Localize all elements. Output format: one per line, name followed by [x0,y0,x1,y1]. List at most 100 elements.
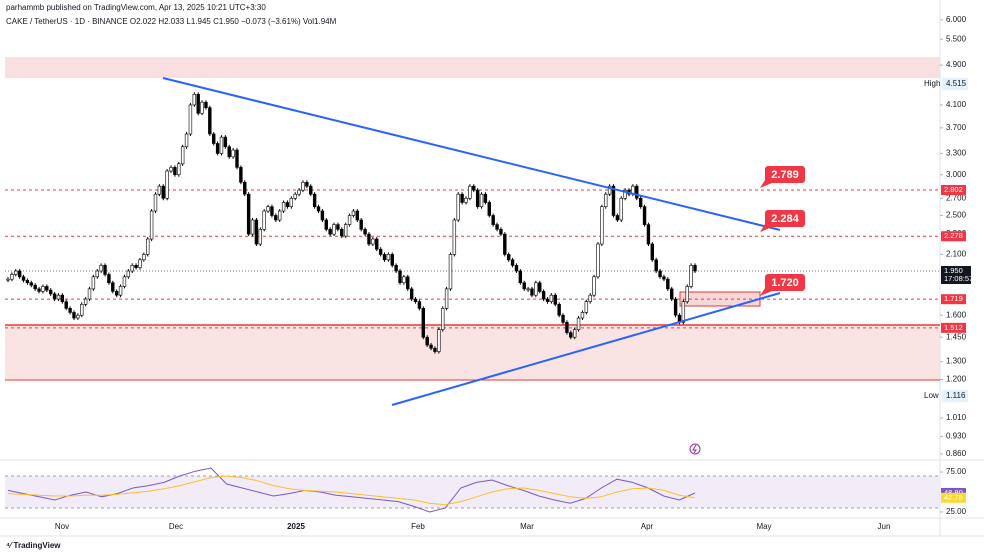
candle-body [646,224,651,245]
candle-body [503,233,507,255]
candle-body [312,193,317,208]
rsi-band [5,476,940,508]
candle-body [673,298,678,316]
candle-body [351,210,356,216]
candle-body [619,197,623,221]
candle-body [363,229,367,235]
candle-body [448,254,453,290]
candle-body [569,332,573,338]
candle-body [161,185,165,199]
candle-body [180,146,185,165]
candle-body [219,136,224,154]
candle-body [305,182,309,187]
candle-body [52,293,57,300]
candle-body [328,229,332,235]
candle-body [130,265,134,272]
candle-body [149,210,154,240]
logo: ⁴⁄ TradingView [6,541,61,550]
candle-body [99,265,103,272]
candle-body [425,336,429,346]
candle-body [557,304,561,316]
candle-body [165,170,169,199]
candle-body [479,193,484,208]
candle-body [588,294,592,302]
y-tick-label: 0.930 [946,432,967,441]
y-tick-label: 0.860 [946,449,967,458]
callout-box [765,274,805,291]
month-label: May [756,522,771,531]
candle-body [68,308,72,313]
candle-body [433,347,437,352]
candle-body [227,146,231,158]
candle-body [409,288,414,300]
candle-body [565,322,569,333]
rsi-line [7,467,696,513]
y-tick-label: 1.600 [946,310,967,319]
y-tick-label: 2.500 [946,211,967,220]
candle-body [530,288,534,296]
callout: 1.720 [760,274,805,296]
candle-body [681,301,686,323]
candle-body [173,167,177,176]
callout-pointer [760,224,772,232]
candle-body [670,288,674,300]
level-label: 1.512 [944,323,963,332]
candle-body [14,270,18,275]
candle-body [541,291,546,300]
countdown: 17:08:57 [944,274,973,283]
callout-pointer [760,180,772,188]
candle-body [126,270,131,278]
y-tick-label: 3.700 [946,123,967,132]
candle-body [441,308,445,330]
callout-label: 2.789 [771,169,799,181]
y-tick-label: 2.700 [946,193,967,202]
candle-body [650,243,655,261]
candle-body [192,93,197,106]
candle-body [623,189,627,199]
candle-body [576,317,581,330]
rsi-value-label: 48.80 [944,488,963,497]
candle-body [41,286,45,292]
candle-body [355,210,360,221]
candle-body [347,215,352,225]
candle-body [514,265,519,272]
candle-body [231,149,235,158]
candle-body [592,276,596,296]
callout: 2.789 [760,166,805,188]
candle-body [522,282,526,290]
candle-body [483,193,488,203]
candle-body [258,229,262,245]
trendline-lower [391,292,781,406]
y-tick-label: 1.200 [946,375,967,384]
candle-body [336,224,340,230]
candle-body [382,254,387,261]
candle-body [693,265,697,272]
candle-body [6,278,10,281]
candle-body [184,133,189,148]
callout: 2.284 [760,210,805,232]
level-tag [941,231,966,242]
candle-body [309,185,313,195]
candle-body [371,238,375,245]
candle-body [654,259,658,272]
candle-body [146,238,150,255]
alert-icon[interactable] [689,443,701,455]
candle-body [45,286,49,291]
level-tag [941,322,966,333]
candle-body [324,219,328,230]
candle-body [487,202,491,216]
callout-box [765,210,805,227]
candle-body [658,270,662,278]
candle-body [615,215,620,221]
candle-body [285,202,290,208]
level-label: 2.802 [944,185,963,194]
candle-body [402,276,406,284]
last-price-label: 1.950 [944,266,963,275]
candle-body [153,193,158,212]
candle-body [208,107,212,135]
y-tick-label: 1.450 [946,332,967,341]
candle-body [534,282,538,296]
rsi-tag [941,492,966,503]
y-tick-label: 3.000 [946,170,967,179]
candle-body [80,304,84,316]
